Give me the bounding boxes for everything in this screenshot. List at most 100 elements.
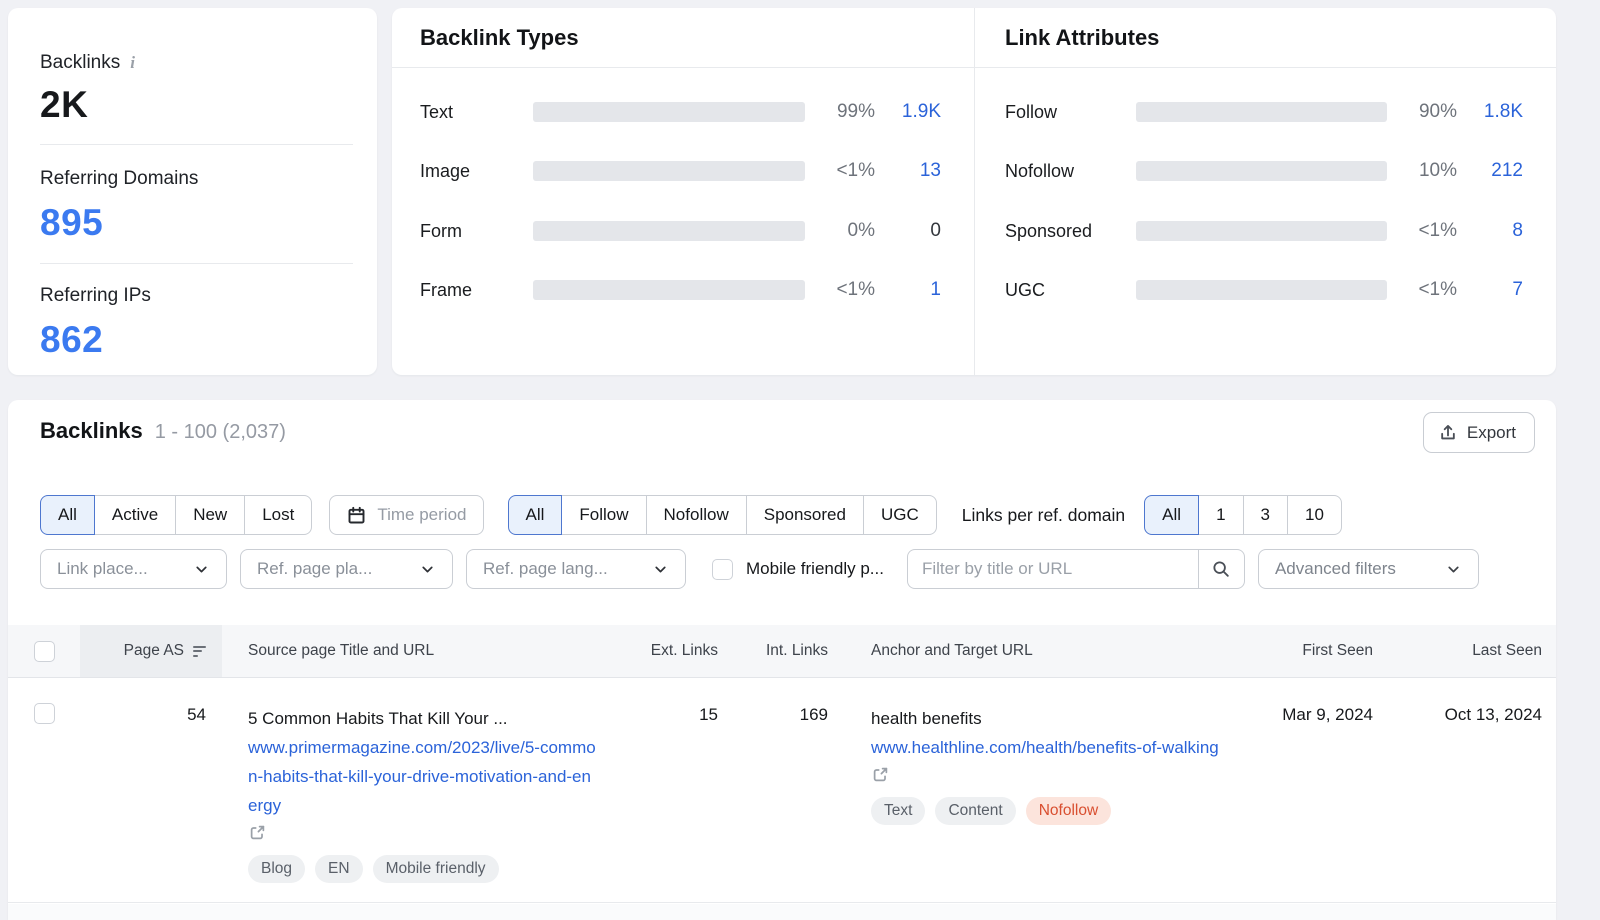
info-icon[interactable]: i — [130, 53, 135, 72]
bar-label: Frame — [420, 279, 473, 300]
ext-links-value: 15 — [699, 705, 718, 724]
advanced-filters-label: Advanced filters — [1274, 559, 1396, 578]
link-overview-card: Backlink Types Text 99% 1.9K Image <1% 1… — [392, 8, 1556, 375]
bar-value-link[interactable]: 7 — [1512, 279, 1523, 300]
chevron-down-icon — [1445, 561, 1462, 578]
link-attributes-title: Link Attributes — [1005, 24, 1160, 50]
lpd-tab-all[interactable]: All — [1144, 495, 1200, 535]
table-header-row: Page AS Source page Title and URL Ext. L… — [8, 625, 1556, 678]
search-button[interactable] — [1197, 549, 1245, 589]
ref-page-platform-dropdown[interactable]: Ref. page pla... — [240, 549, 453, 589]
header-first-seen: First Seen — [1233, 625, 1373, 677]
header-label: Source page Title and URL — [248, 642, 435, 659]
target-url-link[interactable]: www.healthline.com/health/benefits-of-wa… — [871, 733, 1223, 784]
links-per-domain-label: Links per ref. domain — [961, 504, 1126, 525]
table-footer-area — [8, 904, 1556, 920]
header-anchor: Anchor and Target URL — [828, 625, 1233, 677]
anchor-cell: health benefits www.healthline.com/healt… — [871, 705, 1223, 825]
lpd-tab-1[interactable]: 1 — [1198, 495, 1244, 535]
attr-tab-ugc[interactable]: UGC — [862, 495, 937, 535]
advanced-filters-button[interactable]: Advanced filters — [1257, 549, 1479, 589]
calendar-icon — [346, 505, 367, 526]
attr-tab-follow[interactable]: Follow — [561, 495, 647, 535]
metric-ref-ips-value[interactable]: 862 — [40, 319, 104, 360]
time-period-label: Time period — [377, 505, 467, 524]
bar-percent: 90% — [1418, 101, 1457, 122]
bar-track — [1136, 280, 1387, 300]
title-url-search — [906, 549, 1245, 589]
bar-row-nofollow: Nofollow 10% 212 — [1005, 160, 1523, 181]
backlinks-table-card: Backlinks 1 - 100 (2,037) Export All Act… — [8, 400, 1556, 920]
bar-percent: 99% — [836, 101, 875, 122]
bar-value-link[interactable]: 1 — [930, 279, 941, 300]
bar-track — [533, 280, 805, 300]
badge-text: Text — [871, 797, 926, 825]
bar-row-frame: Frame <1% 1 — [420, 279, 941, 300]
bar-value-link[interactable]: 212 — [1491, 160, 1523, 181]
metric-backlinks-label: Backlinks — [40, 52, 121, 73]
metric-backlinks-value: 2K — [40, 84, 89, 125]
dropdown-label: Ref. page lang... — [483, 559, 608, 578]
link-placement-dropdown[interactable]: Link place... — [40, 549, 227, 589]
anchor-text: health benefits — [871, 709, 982, 728]
mobile-friendly-checkbox[interactable] — [712, 558, 733, 580]
lpd-tab-3[interactable]: 3 — [1242, 495, 1289, 535]
header-label: Last Seen — [1472, 642, 1542, 659]
status-tab-new[interactable]: New — [175, 495, 246, 535]
source-url-link[interactable]: www.primermagazine.com/2023/live/5-commo… — [248, 733, 600, 842]
metric-ref-domains-label: Referring Domains — [40, 168, 199, 189]
bar-label: Follow — [1005, 101, 1058, 122]
tag-language: EN — [315, 855, 363, 883]
bar-value-link[interactable]: 1.8K — [1483, 101, 1523, 122]
export-label: Export — [1466, 422, 1516, 442]
row-checkbox[interactable] — [33, 703, 55, 724]
time-period-button[interactable]: Time period — [329, 495, 484, 535]
dropdown-label: Link place... — [57, 559, 148, 578]
header-label: Anchor and Target URL — [871, 642, 1033, 659]
filter-row-1: All Active New Lost Time period All Foll… — [40, 495, 1535, 535]
bar-row-ugc: UGC <1% 7 — [1005, 279, 1523, 300]
first-seen-value: Mar 9, 2024 — [1282, 705, 1373, 724]
bar-track — [533, 221, 805, 241]
bar-value: 0 — [930, 220, 941, 241]
dropdown-label: Ref. page pla... — [257, 559, 373, 578]
attr-tab-sponsored[interactable]: Sponsored — [745, 495, 864, 535]
section-title: Backlinks — [40, 418, 143, 443]
header-label: First Seen — [1302, 642, 1373, 659]
status-tab-lost[interactable]: Lost — [244, 495, 313, 535]
external-link-icon[interactable] — [871, 765, 1223, 784]
mobile-friendly-filter: Mobile friendly p... — [712, 558, 884, 580]
tag-blog: Blog — [248, 855, 306, 883]
status-tab-active[interactable]: Active — [93, 495, 177, 535]
search-input[interactable] — [906, 549, 1198, 589]
ref-page-language-dropdown[interactable]: Ref. page lang... — [466, 549, 686, 589]
export-button[interactable]: Export — [1422, 412, 1535, 453]
section-titlebar: Backlinks 1 - 100 (2,037) — [40, 418, 286, 444]
backlink-types-panel: Backlink Types Text 99% 1.9K Image <1% 1… — [392, 8, 974, 375]
chevron-down-icon — [419, 561, 436, 578]
select-all-checkbox[interactable] — [33, 640, 55, 662]
header-page-as[interactable]: Page AS — [80, 625, 222, 677]
status-tab-all[interactable]: All — [40, 495, 95, 535]
bar-track — [1136, 221, 1387, 241]
header-checkbox-cell — [8, 625, 80, 677]
bar-value-link[interactable]: 1.9K — [901, 101, 941, 122]
bar-value-link[interactable]: 13 — [919, 160, 941, 181]
metric-ref-domains-value[interactable]: 895 — [40, 202, 104, 243]
bar-row-form: Form 0% 0 — [420, 220, 941, 241]
bar-percent: 0% — [847, 220, 875, 241]
bar-row-image: Image <1% 13 — [420, 160, 941, 181]
attr-tab-nofollow[interactable]: Nofollow — [645, 495, 747, 535]
bar-label: Image — [420, 160, 471, 181]
bar-row-follow: Follow 90% 1.8K — [1005, 101, 1523, 122]
bar-value-link[interactable]: 8 — [1512, 220, 1523, 241]
lpd-tab-10[interactable]: 10 — [1287, 495, 1342, 535]
bar-label: Text — [420, 101, 454, 122]
attr-tab-all[interactable]: All — [507, 495, 563, 535]
bar-label: Nofollow — [1005, 160, 1075, 181]
bar-label: Sponsored — [1005, 220, 1093, 241]
external-link-icon[interactable] — [248, 823, 600, 842]
int-links-value: 169 — [799, 705, 828, 724]
bar-percent: 10% — [1418, 160, 1457, 181]
link-badges: Text Content Nofollow — [871, 797, 1223, 825]
